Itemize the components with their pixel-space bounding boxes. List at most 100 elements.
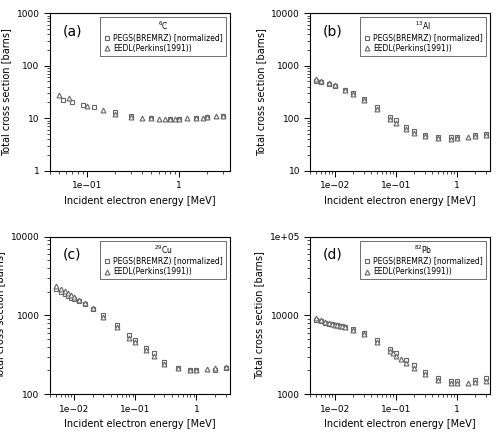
PEGS(BREMRZ) [normalized] — [188, 368, 194, 373]
X-axis label: Incident electron energy [MeV]: Incident electron energy [MeV] — [324, 419, 476, 429]
PEGS(BREMRZ) [normalized] — [318, 319, 324, 324]
EEDL(Perkins(1991)) — [200, 115, 206, 120]
PEGS(BREMRZ) [normalized] — [175, 365, 181, 371]
PEGS(BREMRZ) [normalized] — [361, 330, 367, 336]
EEDL(Perkins(1991)) — [220, 113, 226, 118]
EEDL(Perkins(1991)) — [188, 367, 194, 372]
Line: PEGS(BREMRZ) [normalized]: PEGS(BREMRZ) [normalized] — [60, 98, 226, 121]
PEGS(BREMRZ) [normalized] — [350, 90, 356, 95]
PEGS(BREMRZ) [normalized] — [168, 116, 173, 121]
EEDL(Perkins(1991)) — [162, 116, 168, 121]
PEGS(BREMRZ) [normalized] — [448, 378, 454, 383]
PEGS(BREMRZ) [normalized] — [448, 135, 454, 140]
EEDL(Perkins(1991)) — [212, 365, 218, 371]
PEGS(BREMRZ) [normalized] — [60, 98, 66, 103]
EEDL(Perkins(1991)) — [192, 116, 198, 121]
Y-axis label: Total cross section [barns]: Total cross section [barns] — [1, 28, 11, 156]
Line: PEGS(BREMRZ) [normalized]: PEGS(BREMRZ) [normalized] — [54, 286, 228, 373]
Text: (c): (c) — [62, 248, 81, 262]
EEDL(Perkins(1991)) — [162, 361, 168, 366]
PEGS(BREMRZ) [normalized] — [483, 376, 489, 381]
EEDL(Perkins(1991)) — [62, 289, 68, 294]
PEGS(BREMRZ) [normalized] — [90, 306, 96, 311]
Legend: PEGS(BREMRZ) [normalized], EEDL(Perkins(1991)): PEGS(BREMRZ) [normalized], EEDL(Perkins(… — [360, 240, 486, 279]
PEGS(BREMRZ) [normalized] — [374, 105, 380, 110]
PEGS(BREMRZ) [normalized] — [374, 337, 380, 343]
Text: (a): (a) — [62, 24, 82, 38]
EEDL(Perkins(1991)) — [112, 111, 117, 117]
EEDL(Perkins(1991)) — [132, 339, 138, 345]
PEGS(BREMRZ) [normalized] — [128, 113, 134, 119]
EEDL(Perkins(1991)) — [58, 286, 64, 291]
PEGS(BREMRZ) [normalized] — [472, 377, 478, 382]
EEDL(Perkins(1991)) — [338, 324, 344, 329]
EEDL(Perkins(1991)) — [392, 120, 398, 125]
PEGS(BREMRZ) [normalized] — [70, 100, 75, 105]
EEDL(Perkins(1991)) — [128, 114, 134, 120]
PEGS(BREMRZ) [normalized] — [148, 116, 154, 121]
EEDL(Perkins(1991)) — [329, 321, 335, 327]
PEGS(BREMRZ) [normalized] — [176, 116, 182, 121]
Line: EEDL(Perkins(1991)): EEDL(Perkins(1991)) — [314, 316, 488, 385]
PEGS(BREMRZ) [normalized] — [132, 337, 138, 343]
PEGS(BREMRZ) [normalized] — [314, 317, 320, 322]
EEDL(Perkins(1991)) — [390, 351, 396, 356]
EEDL(Perkins(1991)) — [66, 290, 71, 296]
EEDL(Perkins(1991)) — [204, 366, 210, 371]
EEDL(Perkins(1991)) — [342, 325, 348, 330]
EEDL(Perkins(1991)) — [318, 318, 324, 323]
EEDL(Perkins(1991)) — [76, 297, 82, 303]
Text: (b): (b) — [323, 24, 342, 38]
EEDL(Perkins(1991)) — [326, 321, 332, 326]
EEDL(Perkins(1991)) — [100, 314, 106, 319]
EEDL(Perkins(1991)) — [326, 81, 332, 86]
PEGS(BREMRZ) [normalized] — [72, 297, 78, 302]
PEGS(BREMRZ) [normalized] — [334, 323, 340, 328]
EEDL(Perkins(1991)) — [334, 323, 340, 328]
PEGS(BREMRZ) [normalized] — [204, 114, 210, 120]
EEDL(Perkins(1991)) — [411, 130, 417, 135]
PEGS(BREMRZ) [normalized] — [361, 96, 367, 102]
PEGS(BREMRZ) [normalized] — [100, 312, 106, 318]
EEDL(Perkins(1991)) — [422, 133, 428, 138]
PEGS(BREMRZ) [normalized] — [483, 131, 489, 137]
EEDL(Perkins(1991)) — [175, 365, 181, 371]
EEDL(Perkins(1991)) — [66, 95, 72, 101]
EEDL(Perkins(1991)) — [68, 292, 74, 297]
EEDL(Perkins(1991)) — [332, 83, 338, 88]
EEDL(Perkins(1991)) — [140, 115, 145, 120]
EEDL(Perkins(1991)) — [82, 300, 88, 306]
EEDL(Perkins(1991)) — [314, 76, 320, 81]
EEDL(Perkins(1991)) — [454, 136, 460, 141]
EEDL(Perkins(1991)) — [448, 381, 454, 386]
EEDL(Perkins(1991)) — [483, 378, 489, 384]
PEGS(BREMRZ) [normalized] — [326, 321, 332, 326]
PEGS(BREMRZ) [normalized] — [326, 82, 332, 87]
PEGS(BREMRZ) [normalized] — [194, 368, 200, 373]
PEGS(BREMRZ) [normalized] — [150, 351, 156, 356]
EEDL(Perkins(1991)) — [483, 132, 489, 138]
EEDL(Perkins(1991)) — [374, 106, 380, 112]
PEGS(BREMRZ) [normalized] — [404, 124, 409, 130]
PEGS(BREMRZ) [normalized] — [76, 299, 82, 304]
EEDL(Perkins(1991)) — [213, 114, 219, 119]
PEGS(BREMRZ) [normalized] — [318, 80, 324, 85]
EEDL(Perkins(1991)) — [53, 283, 59, 288]
PEGS(BREMRZ) [normalized] — [112, 110, 117, 115]
PEGS(BREMRZ) [normalized] — [338, 324, 344, 329]
EEDL(Perkins(1991)) — [436, 378, 442, 383]
PEGS(BREMRZ) [normalized] — [392, 351, 398, 356]
PEGS(BREMRZ) [normalized] — [126, 333, 132, 338]
EEDL(Perkins(1991)) — [361, 332, 367, 337]
PEGS(BREMRZ) [normalized] — [91, 105, 97, 110]
Line: PEGS(BREMRZ) [normalized]: PEGS(BREMRZ) [normalized] — [314, 79, 488, 140]
Y-axis label: Total cross section [barns]: Total cross section [barns] — [256, 28, 266, 156]
PEGS(BREMRZ) [normalized] — [114, 322, 120, 328]
EEDL(Perkins(1991)) — [332, 322, 338, 328]
PEGS(BREMRZ) [normalized] — [436, 375, 442, 381]
Line: EEDL(Perkins(1991)): EEDL(Perkins(1991)) — [56, 92, 226, 121]
EEDL(Perkins(1991)) — [336, 323, 342, 328]
PEGS(BREMRZ) [normalized] — [68, 295, 74, 300]
PEGS(BREMRZ) [normalized] — [329, 322, 335, 327]
EEDL(Perkins(1991)) — [84, 103, 90, 109]
